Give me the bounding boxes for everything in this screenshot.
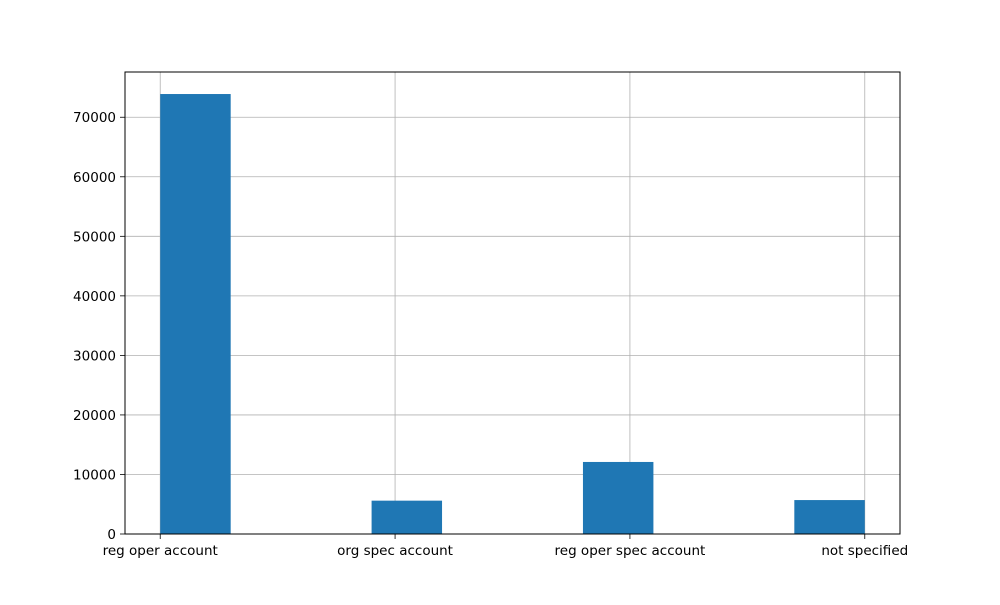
y-tick-label: 20000 (73, 408, 116, 424)
histogram-bar (160, 94, 231, 534)
x-tick-label: not specified (821, 543, 908, 559)
x-tick-label: reg oper spec account (555, 543, 706, 559)
y-tick-label: 50000 (73, 229, 116, 245)
tick-labels: reg oper account org spec account reg oper… (73, 110, 908, 559)
x-tick-label: org spec account (337, 543, 453, 559)
x-tick-label: reg oper account (103, 543, 218, 559)
y-tick-label: 0 (107, 527, 116, 543)
histogram-bar (582, 461, 654, 534)
plot-background (125, 72, 900, 534)
plot-frame (124, 71, 901, 535)
y-tick-label: 70000 (73, 110, 116, 126)
y-tick-label: 40000 (73, 289, 116, 305)
y-tick-label: 30000 (73, 348, 116, 364)
y-tick-label: 10000 (73, 467, 116, 483)
axis-ticks (120, 116, 866, 539)
histogram-bar (371, 500, 443, 534)
y-tick-label: 60000 (73, 170, 116, 186)
bars (160, 94, 865, 534)
histogram-bar (794, 500, 865, 534)
